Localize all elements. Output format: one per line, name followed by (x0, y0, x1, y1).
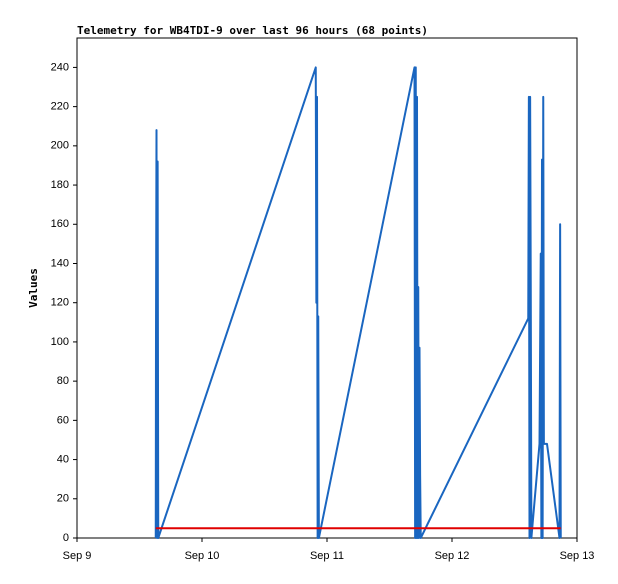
y-tick-label: 200 (51, 140, 69, 152)
y-tick-label: 140 (51, 257, 69, 269)
x-tick-label: Sep 12 (435, 550, 470, 562)
y-axis-label: Values (27, 268, 40, 308)
y-tick-label: 100 (51, 336, 69, 348)
y-tick-label: 20 (57, 493, 69, 505)
x-tick-label: Sep 13 (560, 550, 595, 562)
y-tick-label: 160 (51, 218, 69, 230)
y-tick-label: 80 (57, 375, 69, 387)
y-tick-label: 0 (63, 532, 69, 544)
y-tick-label: 120 (51, 297, 69, 309)
x-tick-label: Sep 11 (310, 550, 344, 562)
y-tick-label: 240 (51, 61, 69, 73)
y-tick-label: 220 (51, 101, 69, 113)
data-line (154, 66, 562, 539)
x-tick-label: Sep 10 (185, 550, 220, 562)
y-tick-label: 60 (57, 414, 69, 426)
chart-title: Telemetry for WB4TDI-9 over last 96 hour… (77, 24, 428, 37)
y-tick-label: 180 (51, 179, 69, 191)
plot-frame (76, 37, 578, 539)
x-tick-label: Sep 9 (63, 550, 92, 562)
y-tick-label: 40 (57, 453, 69, 465)
